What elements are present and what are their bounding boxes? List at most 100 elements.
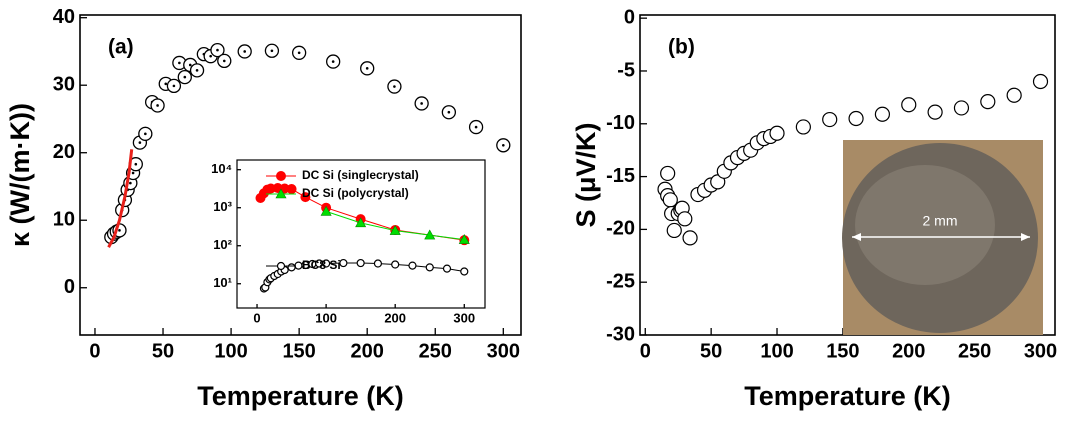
data-point [769,125,785,141]
data-point [150,98,165,113]
marker-dot [156,104,159,107]
x-tick-label: 200 [351,340,384,362]
y-tick-label: -15 [606,165,635,187]
marker-ring [666,222,682,239]
marker-dot [195,69,199,72]
data-point [294,261,303,270]
marker-ring [276,261,286,271]
data-point [210,42,225,58]
marker-dot [297,51,301,55]
data-point [1032,73,1049,90]
legend-label: DC Si (polycrystal) [302,186,409,200]
y-tick-label: 30 [53,73,75,95]
data-point [822,111,838,128]
data-point [291,45,307,60]
marker-ring [980,94,996,110]
x-tick-label: 300 [1024,340,1057,362]
data-point [389,224,401,235]
y-tick-label: 10¹ [213,275,232,290]
marker-ring [682,230,698,246]
data-point [360,61,375,76]
marker-ring [442,264,452,273]
data-point [339,258,348,268]
data-point [1006,87,1022,103]
marker-ring [356,258,365,268]
data-point [848,110,864,127]
data-point [408,261,417,270]
y-tick-label: 10 [53,209,75,231]
marker-ring [1006,87,1022,103]
data-point [953,100,970,116]
data-point [414,96,429,111]
y-tick-label: 20 [53,141,75,163]
y-tick-label: 0 [624,6,635,28]
data-point [355,217,367,228]
marker-ring [901,97,917,113]
marker-triangle [320,205,332,216]
plot-frame [79,14,522,336]
marker-dot [420,102,423,105]
data-point [300,192,311,203]
legend-marker [276,261,286,271]
marker-dot [178,61,181,65]
x-tick-label: 150 [282,340,315,362]
data-point [424,229,436,240]
data-point [387,79,402,94]
marker-dot [164,82,168,86]
y-tick-label: -10 [606,112,635,134]
marker-disk [300,192,311,203]
x-axis-title: Temperature (K) [744,381,951,411]
data-point [660,165,676,182]
x-tick-label: 50 [700,340,722,362]
legend-marker [276,171,286,181]
data-point [217,53,232,69]
y-tick-label: 0 [64,276,75,298]
data-point [189,63,205,78]
data-point [901,97,917,113]
data-point [264,43,280,58]
marker-triangle [458,233,470,244]
marker-disk [286,184,297,195]
data-point [458,233,470,244]
data-point [980,94,996,110]
marker-dot [118,229,121,232]
y-tick-label: -20 [606,218,635,240]
marker-ring [1032,73,1049,90]
y-tick-label: 10³ [213,199,232,214]
marker-ring [848,110,864,127]
marker-dot [222,59,226,63]
marker-ring [373,259,383,268]
data-point [356,258,365,268]
marker-ring [408,261,417,270]
marker-dot [447,110,451,114]
y-tick-label: -5 [617,59,635,81]
data-point [468,119,484,135]
panel-label: (a) [108,36,134,59]
marker-ring [391,260,400,269]
series-line [107,149,134,248]
marker-ring [769,125,785,141]
marker-dot [209,54,212,58]
marker-ring [287,263,296,272]
marker-dot [270,49,274,53]
marker-dot [393,85,396,88]
data-point [326,54,341,69]
marker-dot [365,67,369,70]
marker-triangle [424,229,436,240]
data-point [425,263,434,272]
data-point [322,259,331,268]
plot-frame [236,159,486,309]
y-tick-label: -25 [606,270,635,292]
data-point [677,211,693,227]
x-tick-label: 0 [253,310,260,325]
marker-dot [216,48,219,52]
sample-highlight [855,165,995,285]
marker-ring [339,258,348,268]
data-point [927,104,943,120]
data-point [666,222,682,239]
marker-triangle [275,188,287,199]
y-tick-label: 10² [213,237,232,252]
y-tick-label: -30 [606,323,635,345]
x-tick-label: 100 [315,310,337,325]
marker-dot [172,84,176,88]
